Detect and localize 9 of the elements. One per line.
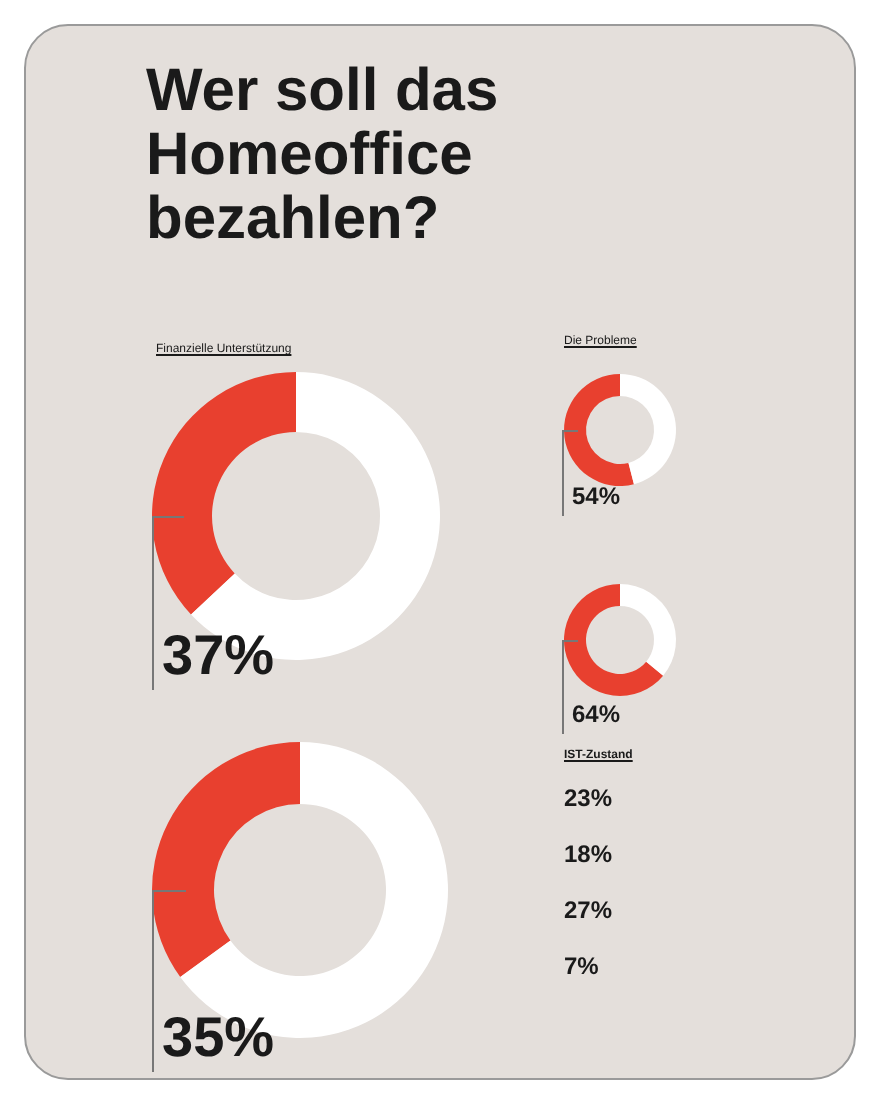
- text: 23%: [564, 784, 613, 812]
- data-label: 35%: [162, 1006, 275, 1070]
- data-label: 37%: [162, 624, 275, 688]
- data-label: 54%: [572, 482, 621, 510]
- chart-title: Wer soll das Homeoffice bezahlen?: [146, 58, 501, 252]
- text: 27%: [564, 896, 613, 924]
- text: 18%: [564, 840, 613, 868]
- data-label: 64%: [572, 700, 621, 728]
- text: 7%: [564, 952, 599, 980]
